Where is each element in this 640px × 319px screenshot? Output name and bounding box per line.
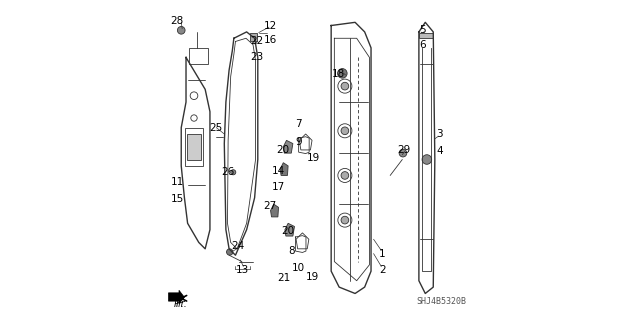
Text: 1: 1	[379, 249, 385, 259]
Text: 14: 14	[272, 166, 285, 176]
Text: 5: 5	[419, 25, 426, 35]
Polygon shape	[271, 204, 278, 217]
Text: 17: 17	[272, 182, 285, 192]
Text: 29: 29	[397, 145, 410, 155]
Text: 10: 10	[292, 263, 305, 273]
Text: Fr.: Fr.	[174, 300, 185, 309]
Bar	[419, 33, 433, 38]
Text: 26: 26	[221, 167, 235, 177]
Circle shape	[341, 82, 349, 90]
Text: 19: 19	[307, 153, 319, 163]
Polygon shape	[284, 140, 293, 153]
Circle shape	[227, 249, 233, 255]
Text: 21: 21	[277, 272, 291, 283]
Text: 27: 27	[263, 201, 276, 211]
Text: 15: 15	[170, 194, 184, 204]
Text: 3: 3	[436, 129, 444, 139]
Bar	[186, 128, 203, 166]
Circle shape	[337, 69, 347, 78]
Circle shape	[341, 216, 349, 224]
Text: 6: 6	[419, 40, 426, 50]
Text: 23: 23	[250, 52, 264, 63]
Text: 11: 11	[170, 177, 184, 187]
Text: 16: 16	[264, 35, 277, 45]
Circle shape	[341, 127, 349, 135]
Text: Fr.: Fr.	[175, 299, 187, 309]
Polygon shape	[285, 223, 294, 236]
Text: SHJ4B5320B: SHJ4B5320B	[417, 297, 467, 306]
Bar	[189, 48, 209, 64]
Text: 9: 9	[295, 137, 301, 147]
Text: 25: 25	[209, 122, 222, 133]
Text: 28: 28	[170, 16, 184, 26]
Circle shape	[399, 149, 407, 157]
Circle shape	[230, 170, 236, 175]
Polygon shape	[168, 290, 184, 304]
Text: 12: 12	[264, 20, 277, 31]
Text: 20: 20	[281, 226, 294, 236]
Text: 22: 22	[250, 36, 264, 47]
Text: 8: 8	[289, 246, 295, 256]
Circle shape	[341, 172, 349, 179]
Text: 18: 18	[332, 69, 345, 79]
Circle shape	[177, 26, 185, 34]
Text: 24: 24	[232, 241, 244, 251]
Polygon shape	[280, 163, 288, 175]
Circle shape	[422, 155, 431, 164]
Text: 13: 13	[236, 264, 250, 275]
Text: 7: 7	[295, 119, 301, 130]
Text: 20: 20	[276, 145, 289, 155]
Text: 4: 4	[436, 146, 444, 156]
Bar	[187, 134, 201, 160]
Text: 2: 2	[379, 264, 385, 275]
Text: 19: 19	[305, 272, 319, 282]
Bar	[250, 33, 257, 41]
